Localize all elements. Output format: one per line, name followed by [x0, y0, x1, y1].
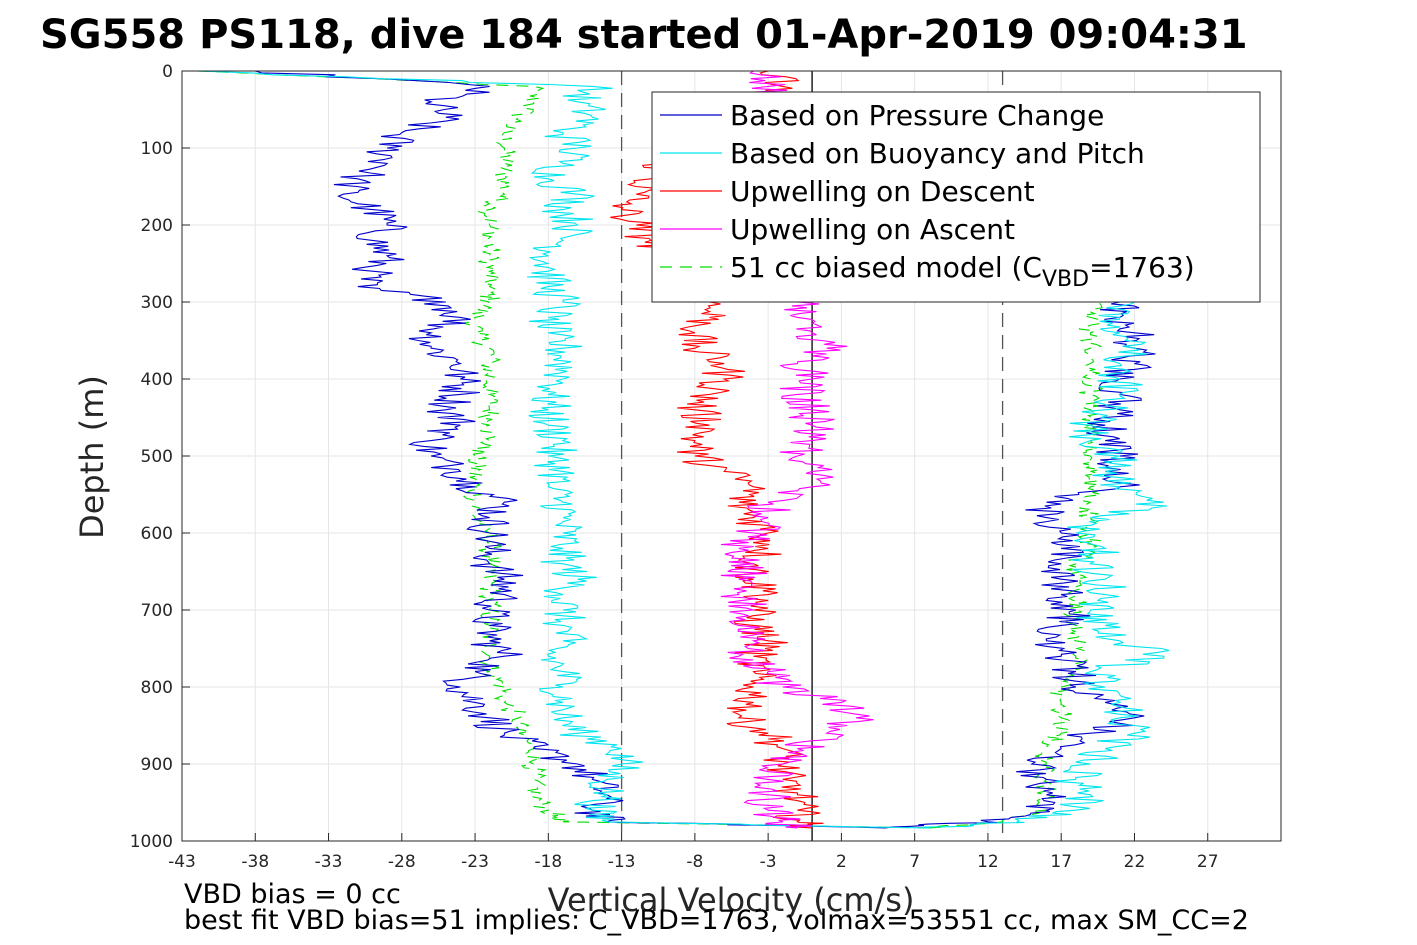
y-tick-label: 800	[141, 678, 173, 698]
legend-box	[651, 91, 1261, 303]
x-tick-label: -38	[241, 852, 269, 872]
y-tick-labels: 0 100 200 300 400 500 600 700 800 900 1000	[130, 62, 173, 852]
x-tick-label: -33	[315, 852, 343, 872]
legend-label-part: 51 cc biased model (C	[730, 251, 1042, 284]
y-tick-label: 900	[141, 755, 173, 775]
y-tick-label: 200	[141, 216, 173, 236]
series-line-0-ascent	[885, 301, 1156, 829]
x-tick-label: 17	[1050, 852, 1072, 872]
vbd-bias-note: VBD bias = 0 cc	[184, 879, 401, 910]
legend-label: Upwelling on Ascent	[730, 213, 1015, 246]
y-tick-label: 700	[141, 601, 173, 621]
x-tick-label: -43	[168, 852, 196, 872]
y-axis-label: Depth (m)	[73, 375, 111, 539]
best-fit-note: best fit VBD bias=51 implies: C_VBD=1763…	[184, 905, 1249, 936]
x-tick-label: 12	[977, 852, 999, 872]
y-tick-label: 1000	[130, 832, 173, 852]
x-tick-labels: -43 -38 -33 -28 -23 -18 -13 -8 -3 2 7 12 17 22 27	[168, 852, 1218, 872]
x-tick-label: 22	[1124, 852, 1146, 872]
x-tick-label: 27	[1197, 852, 1219, 872]
x-tick-label: -3	[760, 852, 777, 872]
legend-label-subscript: VBD	[1042, 267, 1089, 292]
series-line-2-descent	[610, 70, 824, 829]
y-tick-label: 400	[141, 370, 173, 390]
legend-label: 51 cc biased model (CVBD=1763)	[730, 251, 1195, 292]
x-tick-label: -13	[608, 852, 636, 872]
legend-label: Based on Buoyancy and Pitch	[730, 137, 1145, 170]
legend-label: Upwelling on Descent	[730, 175, 1035, 208]
x-tick-label: -18	[534, 852, 562, 872]
legend: Based on Pressure Change Based on Buoyanc…	[651, 91, 1261, 303]
x-tick-label: 2	[836, 852, 847, 872]
legend-label-part: =1763)	[1089, 251, 1195, 284]
x-tick-label: -23	[461, 852, 489, 872]
legend-label: Based on Pressure Change	[730, 99, 1104, 132]
y-tick-label: 0	[162, 62, 173, 82]
y-tick-label: 100	[141, 139, 173, 159]
plot-frame	[181, 70, 1282, 842]
x-tick-label: 7	[909, 852, 920, 872]
series-line-1-ascent	[923, 301, 1170, 829]
y-tick-label: 300	[141, 293, 173, 313]
y-tick-label: 600	[141, 524, 173, 544]
x-axis-label: Vertical Velocity (cm/s)	[548, 881, 915, 919]
y-tick-label: 500	[141, 447, 173, 467]
x-tick-label: -28	[388, 852, 416, 872]
x-tick-label: -8	[686, 852, 703, 872]
series-line-0-descent	[255, 70, 886, 829]
chart-title: SG558 PS118, dive 184 started 01-Apr-201…	[40, 12, 1248, 58]
series-line-1-descent	[196, 70, 930, 829]
series-line-4-descent	[196, 70, 930, 829]
